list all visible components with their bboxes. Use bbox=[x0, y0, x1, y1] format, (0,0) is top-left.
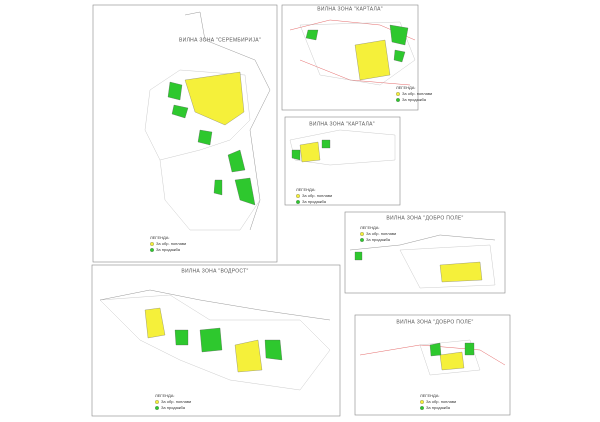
green-zone bbox=[291, 149, 301, 161]
road bbox=[184, 11, 271, 231]
legend-item: За обр. поплави bbox=[426, 399, 456, 404]
green-zone bbox=[167, 81, 183, 101]
legend-item: За обр. поплави bbox=[366, 231, 396, 236]
legend-swatch bbox=[150, 242, 154, 246]
parcels bbox=[399, 244, 496, 289]
green-zone bbox=[264, 339, 283, 361]
green-zone bbox=[429, 342, 442, 357]
legend-swatch bbox=[150, 248, 154, 252]
green-zone bbox=[234, 177, 256, 206]
legend-item: За продажба bbox=[302, 199, 327, 204]
panel-title: ВИЛНА ЗОНА "СЕРЕМБИРИЈА" bbox=[179, 37, 261, 43]
road bbox=[99, 289, 331, 321]
legend-heading: ЛЕГЕНДА: bbox=[360, 225, 380, 230]
legend-item: За продажба bbox=[161, 405, 186, 410]
legend-heading: ЛЕГЕНДА: bbox=[296, 187, 316, 192]
green-zone bbox=[464, 342, 475, 356]
legend-swatch bbox=[296, 194, 300, 198]
legend-heading: ЛЕГЕНДА: bbox=[396, 85, 416, 90]
green-zone bbox=[354, 251, 363, 261]
legend-swatch bbox=[396, 98, 400, 102]
legend-swatch bbox=[396, 92, 400, 96]
yellow-zone bbox=[234, 339, 263, 373]
legend-swatch bbox=[296, 200, 300, 204]
legend-item: За продажба bbox=[426, 405, 451, 410]
panel-frame bbox=[354, 314, 511, 416]
legend-item: За обр. поплави bbox=[161, 399, 191, 404]
green-zone bbox=[199, 327, 223, 353]
yellow-zone bbox=[184, 71, 245, 126]
parcels bbox=[144, 69, 261, 231]
legend-item: За обр. поплави bbox=[302, 193, 332, 198]
panel-title: ВИЛНА ЗОНА "ВОДРОСТ" bbox=[181, 268, 248, 274]
green-zone bbox=[389, 24, 409, 46]
legend-swatch bbox=[360, 232, 364, 236]
parcels bbox=[419, 339, 481, 376]
green-zone bbox=[213, 179, 223, 196]
green-zone bbox=[197, 129, 213, 146]
yellow-zone bbox=[299, 141, 321, 163]
legend-item: За продажба bbox=[366, 237, 391, 242]
legend-item: За обр. поплави bbox=[156, 241, 186, 246]
boundary bbox=[359, 344, 506, 366]
green-zone bbox=[305, 29, 319, 41]
panel-frame bbox=[92, 4, 278, 263]
parcels bbox=[299, 21, 416, 86]
legend-heading: ЛЕГЕНДА: bbox=[420, 393, 440, 398]
parcels bbox=[289, 129, 396, 166]
legend-swatch bbox=[155, 406, 159, 410]
yellow-zone bbox=[439, 261, 483, 283]
legend-heading: ЛЕГЕНДА: bbox=[155, 393, 175, 398]
green-zone bbox=[171, 104, 189, 119]
green-zone bbox=[321, 139, 331, 149]
legend-swatch bbox=[420, 400, 424, 404]
legend-item: За обр. поплави bbox=[402, 91, 432, 96]
legend-swatch bbox=[420, 406, 424, 410]
green-zone bbox=[393, 49, 406, 63]
yellow-zone bbox=[439, 351, 465, 371]
legend-item: За продажба bbox=[402, 97, 427, 102]
panel-title: ВИЛНА ЗОНА "ДОБРО ПОЛЕ" bbox=[386, 215, 463, 221]
green-zone bbox=[174, 329, 189, 346]
legend-heading: ЛЕГЕНДА: bbox=[150, 235, 170, 240]
legend-item: За продажба bbox=[156, 247, 181, 252]
legend-swatch bbox=[155, 400, 159, 404]
panel-title: ВИЛНА ЗОНА "КАРТАЛА" bbox=[317, 6, 383, 12]
labels: ВИЛНА ЗОНА "СЕРЕМБИРИЈА"ЛЕГЕНДА:За обр. … bbox=[150, 6, 473, 410]
green-zone bbox=[227, 149, 246, 173]
panel-title: ВИЛНА ЗОНА "ДОБРО ПОЛЕ" bbox=[396, 319, 473, 325]
panel-title: ВИЛНА ЗОНА "КАРТАЛА" bbox=[309, 121, 375, 127]
parcels bbox=[99, 294, 331, 391]
yellow-zone bbox=[354, 39, 391, 81]
legend-swatch bbox=[360, 238, 364, 242]
road bbox=[349, 234, 496, 251]
map-graphics bbox=[91, 4, 511, 417]
yellow-zone bbox=[144, 307, 166, 339]
